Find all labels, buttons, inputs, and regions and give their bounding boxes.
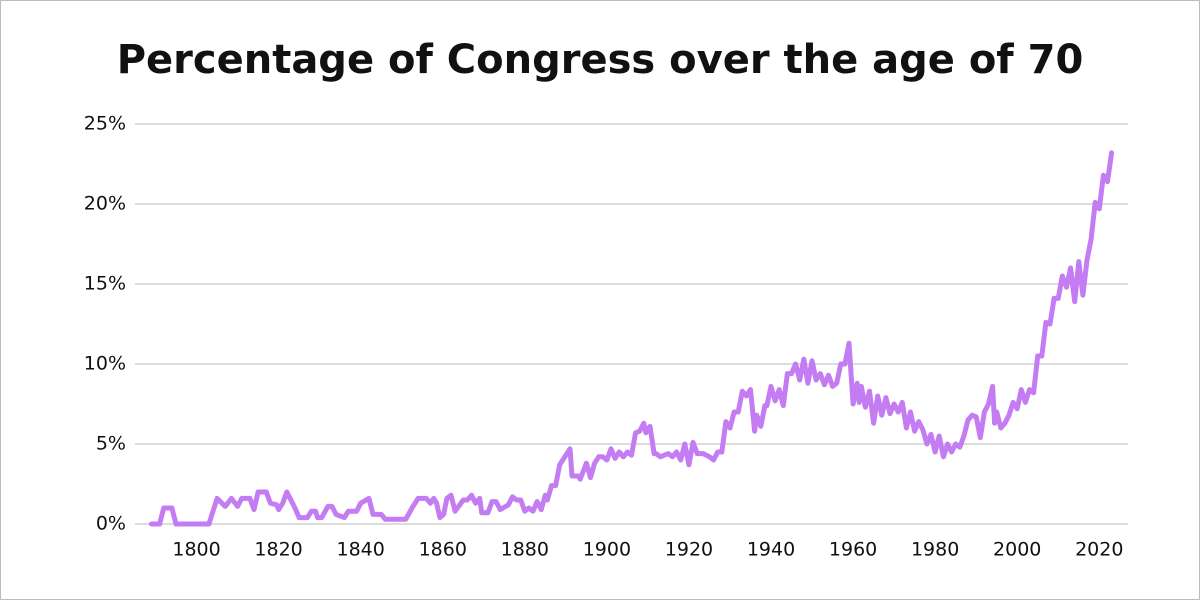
x-tick-label: 1880 xyxy=(501,539,549,561)
x-tick-label: 1900 xyxy=(583,539,631,561)
x-tick-label: 1980 xyxy=(911,539,959,561)
x-tick-label: 2000 xyxy=(993,539,1041,561)
y-tick-label: 15% xyxy=(84,273,126,295)
x-tick-label: 1860 xyxy=(419,539,467,561)
x-tick-label: 1960 xyxy=(829,539,877,561)
x-tick-label: 1800 xyxy=(172,539,220,561)
y-tick-label: 0% xyxy=(96,513,126,535)
x-tick-label: 1820 xyxy=(254,539,302,561)
x-tick-label: 1840 xyxy=(337,539,385,561)
data-line xyxy=(148,150,1115,527)
x-tick-label: 1920 xyxy=(665,539,713,561)
y-tick-label: 5% xyxy=(96,433,126,455)
x-tick-label: 1940 xyxy=(747,539,795,561)
chart-title: Percentage of Congress over the age of 7… xyxy=(117,37,1084,83)
y-tick-label: 25% xyxy=(84,113,126,135)
y-tick-label: 20% xyxy=(84,193,126,215)
y-tick-label: 10% xyxy=(84,353,126,375)
x-tick-label: 2020 xyxy=(1075,539,1123,561)
